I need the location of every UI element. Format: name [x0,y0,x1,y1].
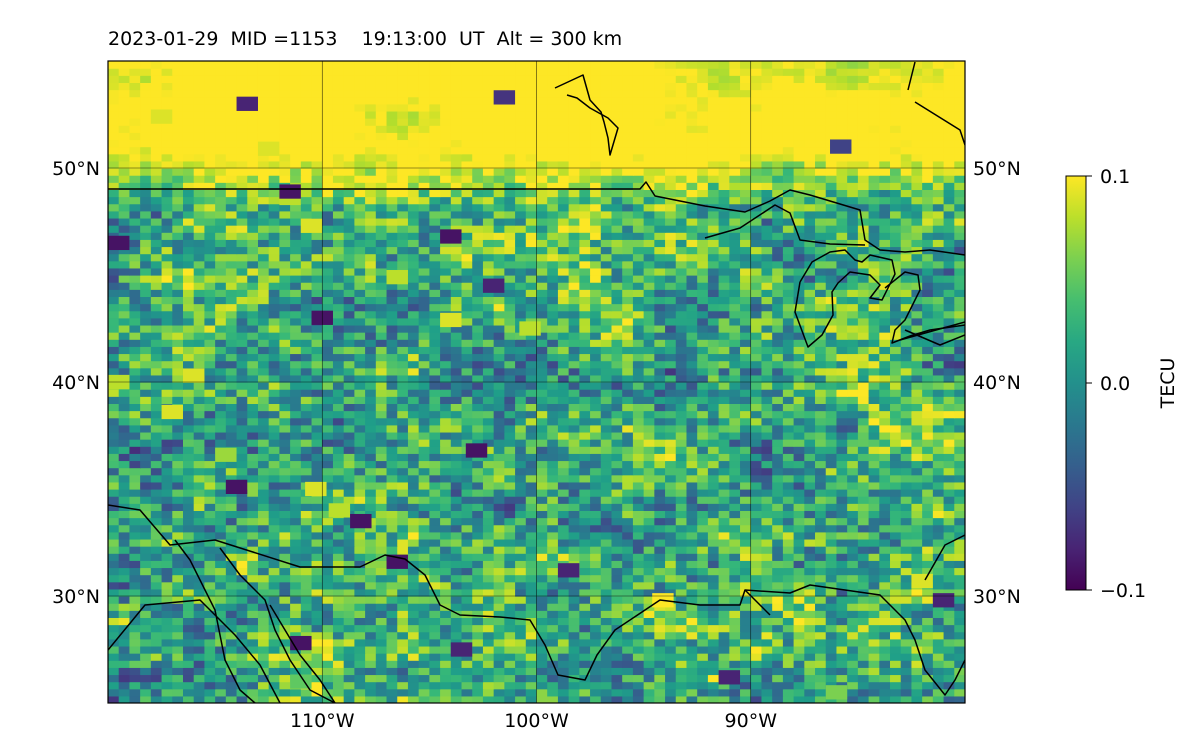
coldspot-cell [440,229,462,244]
coldspot-cell [225,479,248,494]
x-tick-label: 100°W [504,710,569,732]
hotspot-cell [440,312,462,328]
coastline-path [219,547,336,703]
coldspot-cell [236,96,258,111]
coastline-path [108,599,281,703]
coastline-path [108,504,965,696]
hotspot-cell [911,573,933,589]
colorbar [1065,175,1087,591]
x-tick-label: 110°W [290,710,355,732]
coldspot-cell [450,642,473,657]
y-tick-label-left: 50°N [52,158,100,180]
coastlines [108,61,965,703]
coastline-path [174,539,256,703]
hotspot-cell [386,270,408,285]
coldspot-cell [932,593,955,608]
hotspot-cell [328,503,351,518]
chart-title: 2023-01-29 MID =1153 19:13:00 UT Alt = 3… [108,28,623,50]
colorbar-tick-label: 0.0 [1100,373,1130,395]
coldspot-cell [493,90,516,105]
anomaly-spots [108,90,955,700]
coldspot-cell [830,139,852,154]
colorbar-label: TECU [1157,358,1179,410]
coastline-path [744,589,771,616]
plot-frame [107,60,966,704]
hotspot-cell [182,368,205,383]
x-tick-label: 90°W [725,710,778,732]
y-tick-label-left: 30°N [52,586,100,608]
coastline-path [924,534,965,581]
colorbar-tick-label: −0.1 [1100,580,1146,602]
y-tick-label-right: 40°N [973,372,1021,394]
coldspot-cell [718,670,741,685]
coastline-path [108,181,965,256]
hotspot-cell [257,141,280,156]
coldspot-cell [482,278,505,293]
hotspot-cell [215,447,237,462]
coastline-path [899,321,965,341]
hotspot-cell [519,321,541,336]
coastline-path [704,204,866,246]
coastline-path [884,271,965,344]
coldspot-cell [108,235,130,251]
coldspot-cell [350,513,372,529]
coastline-path [794,249,896,348]
hotspot-cell [825,685,848,700]
y-tick-label-left: 40°N [52,372,100,394]
gridlines [108,61,965,703]
coldspot-cell [557,563,580,578]
coastline-path [269,604,336,703]
hotspot-cell [300,218,323,233]
hotspot-cell [161,404,183,420]
coldspot-cell [465,443,488,458]
hotspot-cell [150,109,173,124]
coastline-path [904,329,965,346]
hotspot-cell [305,481,327,497]
coastline-path [554,74,619,156]
coldspot-cell [279,184,301,199]
y-tick-label-right: 30°N [973,586,1021,608]
colorbar-tick-label: 0.1 [1100,166,1130,188]
y-tick-label-right: 50°N [973,158,1021,180]
tec-field [108,61,965,703]
coastline-path [907,61,965,146]
